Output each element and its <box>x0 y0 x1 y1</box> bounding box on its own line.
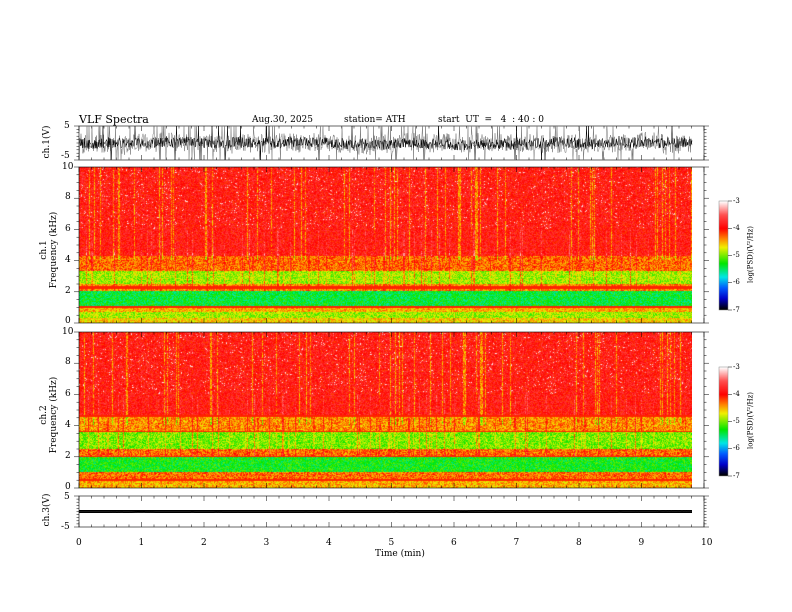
x-tick-label: 1 <box>138 538 145 548</box>
x-axis-label: Time (min) <box>375 549 425 559</box>
colorbar-frame <box>718 200 729 311</box>
x-tick-label: 6 <box>451 538 457 548</box>
colorbar-tick-label: -6 <box>733 444 740 453</box>
ch3-wave-ylabel: ch.3(V) <box>42 493 52 527</box>
freq-label: Frequency (kHz) <box>49 211 59 289</box>
ch2-colorbar <box>719 367 728 476</box>
x-tick-label: 9 <box>638 538 645 548</box>
freq-label: Frequency (kHz) <box>49 376 59 454</box>
freq-tick: 6 <box>65 389 71 399</box>
date-label: Aug.30, 2025 <box>252 115 313 125</box>
ch2-colorbar-label: log(PSD)(V²/Hz) <box>746 392 755 449</box>
ch2-spectrogram <box>79 332 692 488</box>
x-tick-label: 7 <box>513 538 520 548</box>
freq-tick: 4 <box>65 255 71 265</box>
ch1-spec-ylabel: ch.1 Frequency (kHz) <box>39 205 59 295</box>
freq-tick: 10 <box>62 327 74 337</box>
ch1-wave-ylabel: ch.1(V) <box>42 125 52 159</box>
x-tick-label: 10 <box>701 538 713 548</box>
ch1-spectrogram <box>79 167 692 323</box>
ch1-ytick: -5 <box>61 151 70 161</box>
x-tick-label: 5 <box>388 538 395 548</box>
start-time-label: start UT = 4 : 40 : 0 <box>438 115 544 125</box>
station-label: station= ATH <box>344 115 406 125</box>
freq-tick: 2 <box>65 451 71 461</box>
ch1-ytick: 5 <box>64 121 70 131</box>
colorbar-tick-label: -4 <box>733 389 740 398</box>
ch1-colorbar-label: log(PSD)(V²/Hz) <box>746 226 755 283</box>
freq-tick: 8 <box>65 192 71 202</box>
freq-tick: 0 <box>65 316 71 326</box>
ch1-colorbar <box>719 201 728 310</box>
ch2-spec-frame <box>78 331 705 489</box>
ch3-ytick: -5 <box>61 522 70 532</box>
ch1-spec-frame <box>78 166 705 324</box>
colorbar-frame <box>718 366 729 477</box>
freq-tick: 8 <box>65 357 71 367</box>
x-tick-label: 8 <box>576 538 582 548</box>
colorbar-tick-label: -3 <box>733 362 740 371</box>
ch3-waveform-noise <box>79 510 692 513</box>
ch2-spec-ylabel: ch.2 Frequency (kHz) <box>39 370 59 460</box>
ch3-ytick: 5 <box>64 492 70 502</box>
colorbar-tick-label: -3 <box>733 196 740 205</box>
colorbar-tick-label: -4 <box>733 223 740 232</box>
colorbar-tick-label: -7 <box>733 305 740 314</box>
freq-tick: 0 <box>65 482 71 492</box>
freq-tick: 10 <box>62 162 74 172</box>
colorbar-tick-label: -7 <box>733 471 740 480</box>
freq-tick: 4 <box>65 420 71 430</box>
colorbar-tick-label: -5 <box>733 251 740 259</box>
ch1-waveform-gray <box>78 125 693 161</box>
ch1-label: ch.1 <box>39 240 49 260</box>
colorbar-tick-label: -5 <box>733 417 740 425</box>
ch1-waveform <box>78 125 693 161</box>
colorbar-tick-label: -6 <box>733 278 740 287</box>
x-tick-label: 0 <box>76 538 82 548</box>
x-tick-label: 3 <box>263 538 270 548</box>
ch2-label: ch.2 <box>39 405 49 425</box>
x-tick-label: 2 <box>201 538 207 548</box>
figure-title: VLF Spectra <box>79 113 149 126</box>
freq-tick: 2 <box>65 286 71 296</box>
freq-tick: 6 <box>65 224 71 234</box>
x-tick-label: 4 <box>326 538 332 548</box>
